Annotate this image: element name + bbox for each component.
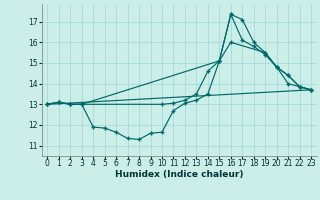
X-axis label: Humidex (Indice chaleur): Humidex (Indice chaleur) [115, 170, 244, 179]
